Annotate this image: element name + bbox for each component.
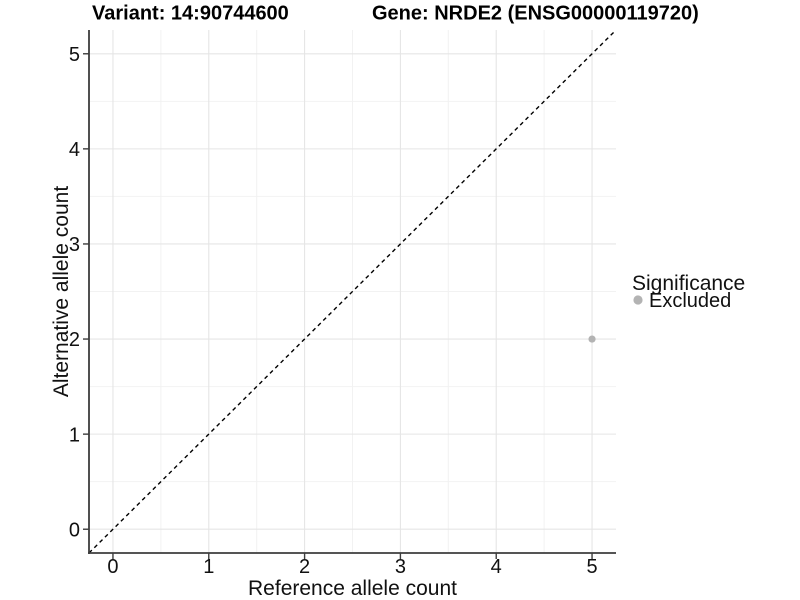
data-points xyxy=(588,335,596,343)
x-tick-label: 1 xyxy=(203,556,214,578)
data-point-excluded xyxy=(588,335,596,343)
identity-reference-line xyxy=(88,29,617,554)
x-tick-label: 3 xyxy=(395,556,406,578)
legend-title: Significance xyxy=(632,272,745,295)
y-tick-label: 0 xyxy=(69,519,80,541)
axis-ticks xyxy=(83,53,593,559)
x-tick-label: 0 xyxy=(107,556,118,578)
y-tick-label: 5 xyxy=(69,44,80,66)
x-tick-label: 5 xyxy=(586,556,597,578)
y-axis-title: Alternative allele count xyxy=(50,186,73,397)
gridlines-major xyxy=(89,30,616,553)
x-axis-title: Reference allele count xyxy=(248,577,457,600)
x-tick-label: 4 xyxy=(491,556,502,578)
legend: Significance Excluded xyxy=(632,272,745,312)
legend-key-excluded-dot xyxy=(633,295,643,305)
plot-title-gene: Gene: NRDE2 (ENSG00000119720) xyxy=(372,3,699,25)
legend-label-excluded: Excluded xyxy=(649,290,731,312)
y-tick-label: 4 xyxy=(69,139,80,161)
x-tick-label: 2 xyxy=(299,556,310,578)
y-tick-label: 2 xyxy=(69,329,80,351)
y-tick-label: 1 xyxy=(69,424,80,446)
plot-title-variant: Variant: 14:90744600 xyxy=(92,3,289,25)
y-tick-label: 3 xyxy=(69,234,80,256)
axis-tick-labels: 0 1 2 3 4 5 0 1 2 3 4 5 xyxy=(69,44,598,578)
